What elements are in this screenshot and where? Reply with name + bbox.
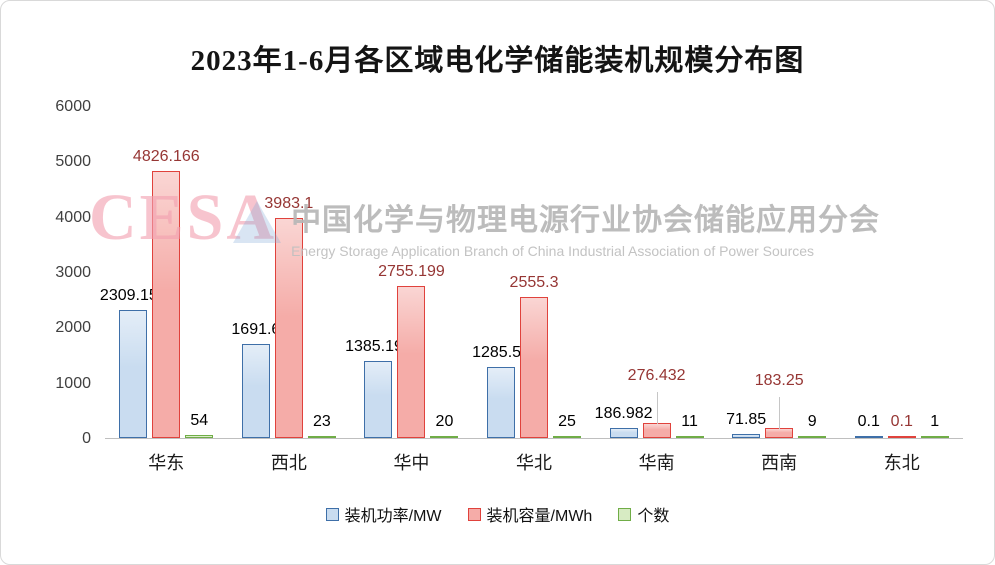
label-leader-line <box>779 396 781 429</box>
bar-sheen <box>610 428 637 437</box>
data-label: 71.85 <box>726 411 767 429</box>
data-label: 25 <box>558 413 576 430</box>
legend-label: 个数 <box>637 508 670 525</box>
legend-item-2: 个数 <box>618 502 669 526</box>
x-category-label: 华南 <box>638 453 675 473</box>
x-category-label: 华东 <box>148 453 185 473</box>
x-category-label: 西北 <box>270 453 307 473</box>
data-label: 0.1 <box>890 413 913 430</box>
bar-series-0: 0.1 <box>854 413 883 438</box>
y-tick-label: 1000 <box>55 374 91 392</box>
bar-series-2: 1 <box>920 413 949 438</box>
data-label: 1285.55 <box>472 343 530 361</box>
legend-swatch-icon <box>325 507 339 521</box>
legend-label: 装机功率/MW <box>344 508 442 525</box>
bar-sheen <box>242 345 269 437</box>
y-tick-label: 4000 <box>55 208 91 226</box>
bar-group: 2309.155 4826.166 54 <box>100 106 228 438</box>
bar-series-2: 11 <box>675 413 704 438</box>
bar-sheen <box>521 297 548 437</box>
bar-series-2: 54 <box>185 412 214 438</box>
bar-series-2: 9 <box>798 413 827 438</box>
bar-sheen <box>186 436 213 437</box>
bar-series-0: 2309.155 <box>100 287 167 438</box>
data-label: 0.1 <box>857 413 880 430</box>
legend-item-1: 装机容量/MWh <box>467 502 593 526</box>
chart-title: 2023年1-6月各区域电化学储能装机规模分布图 <box>190 45 805 77</box>
x-category-label: 东北 <box>883 453 920 473</box>
bar-sheen <box>766 428 793 437</box>
bar-series-0: 1385.199 <box>345 338 412 438</box>
bar-series-0: 186.982 <box>595 405 653 438</box>
data-label: 1 <box>930 413 940 430</box>
y-tick-label: 3000 <box>55 264 91 281</box>
bar-series-0: 1691.6 <box>231 321 280 438</box>
data-label: 183.25 <box>754 371 804 389</box>
bar-group: 71.85 183.25 9 <box>718 106 841 438</box>
x-category-label: 西南 <box>761 453 798 473</box>
bar-sheen <box>120 311 147 437</box>
data-label: 186.982 <box>594 404 653 422</box>
bar-sheen <box>365 362 392 437</box>
legend-swatch-icon <box>618 507 632 521</box>
data-label: 11 <box>681 413 698 430</box>
data-label: 2555.3 <box>509 273 559 291</box>
x-category-label: 华北 <box>516 453 553 473</box>
bar-sheen <box>153 171 180 437</box>
bar-group: 1385.199 2755.199 20 <box>345 106 473 438</box>
bar-series-1: 183.25 <box>755 372 804 438</box>
bar-series-2: 25 <box>553 413 582 438</box>
bar-sheen <box>643 423 670 437</box>
data-label: 23 <box>312 413 331 430</box>
bar-series-1: 276.432 <box>628 367 686 438</box>
legend-swatch-icon <box>467 507 481 521</box>
y-tick-label: 5000 <box>55 153 91 171</box>
bar-sheen <box>733 435 760 437</box>
label-leader-line <box>656 391 658 424</box>
legend: 装机功率/MW 装机容量/MWh 个数 <box>1 502 994 526</box>
bar-series-1: 2555.3 <box>510 274 558 438</box>
data-label: 9 <box>807 413 817 430</box>
bar-series-1: 3983.1 <box>264 195 313 438</box>
legend-item-0: 装机功率/MW <box>325 502 442 526</box>
bar-series-1: 2755.199 <box>378 263 445 438</box>
bar-sheen <box>398 286 425 437</box>
data-label: 2309.155 <box>99 287 167 305</box>
y-tick-label: 0 <box>82 430 91 447</box>
bar-series-2: 23 <box>307 413 336 438</box>
data-label: 1385.199 <box>345 338 412 356</box>
y-axis: 0 1000 2000 3000 4000 5000 6000 <box>1 98 91 447</box>
data-label: 4826.166 <box>132 147 200 165</box>
data-label: 1691.6 <box>231 321 281 339</box>
plot-area: 2309.155 4826.166 54 1691.6 3983.1 23 1385.199… <box>100 106 963 439</box>
bar-group: 1691.6 3983.1 23 <box>228 106 351 438</box>
bar-series-0: 1285.55 <box>472 344 530 438</box>
bar-group: 186.982 276.432 11 <box>595 106 718 438</box>
data-label: 20 <box>435 413 454 430</box>
data-label: 54 <box>190 412 209 430</box>
bar-sheen <box>488 367 515 437</box>
data-label: 2755.199 <box>378 262 445 280</box>
bar-sheen <box>275 218 302 437</box>
y-tick-label: 2000 <box>55 319 91 337</box>
x-axis: 华东 西北 华中 华北 华南 西南 东北 <box>105 449 963 475</box>
data-label: 3983.1 <box>264 194 314 212</box>
bar-series-1: 4826.166 <box>133 148 200 438</box>
bar-series-0: 71.85 <box>726 411 766 438</box>
bar-group: 0.1 0.1 1 <box>840 106 963 438</box>
bar-series-2: 20 <box>430 413 459 438</box>
bar-group: 1285.55 2555.3 25 <box>472 106 596 438</box>
data-label: 276.432 <box>627 366 686 384</box>
y-tick-label: 6000 <box>55 98 91 115</box>
legend-label: 装机容量/MWh <box>486 508 593 525</box>
bar-series-1: 0.1 <box>887 413 916 438</box>
x-category-label: 华中 <box>393 453 430 473</box>
